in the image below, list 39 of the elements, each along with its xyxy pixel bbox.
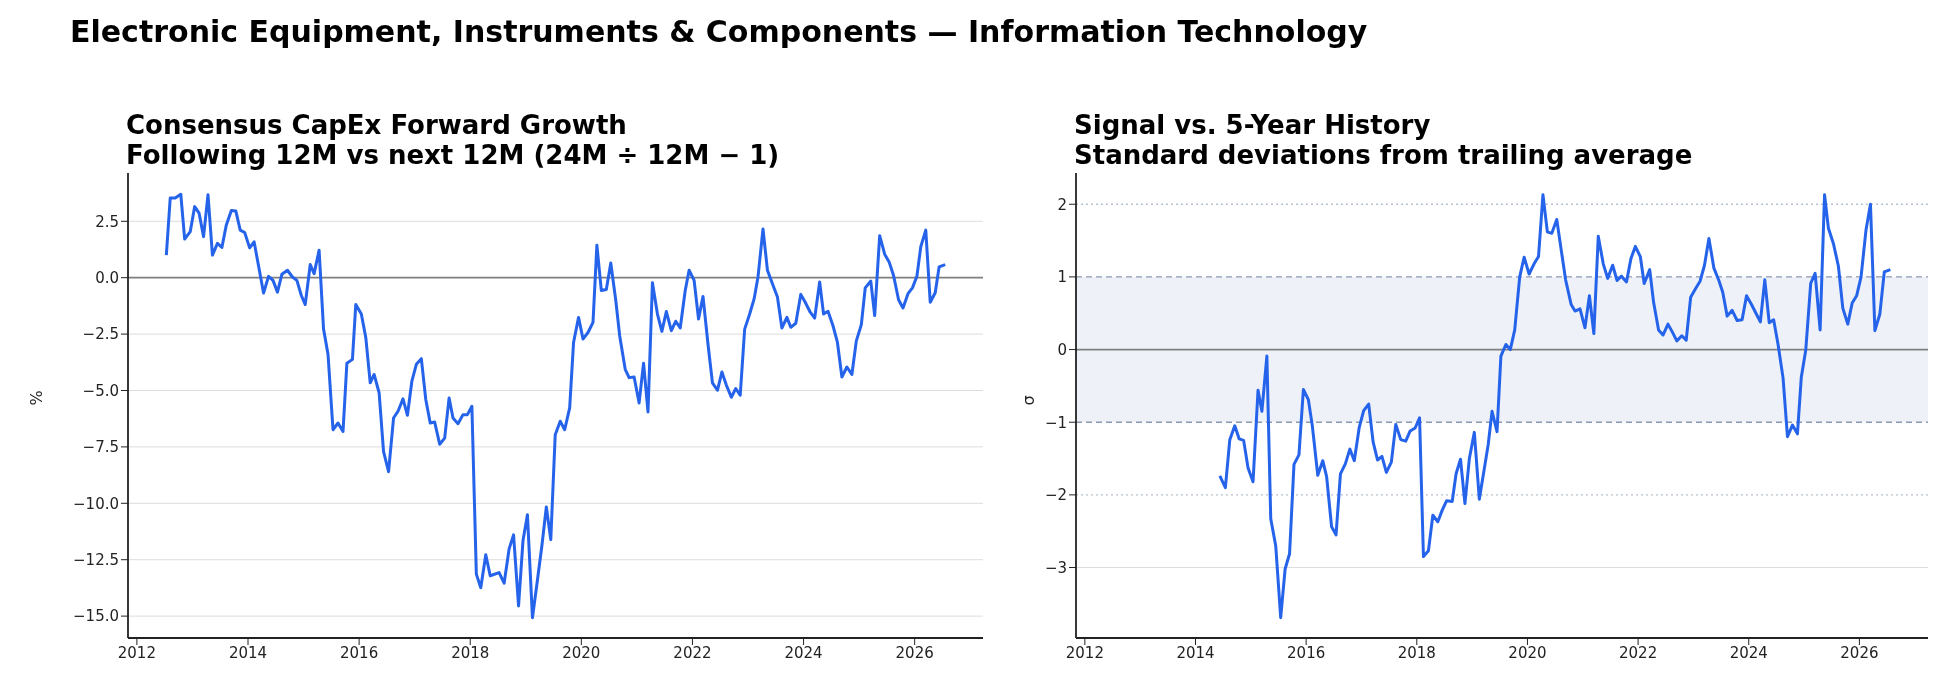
x-tick-label: 2022 <box>673 643 712 662</box>
y-tick-label: −10.0 <box>73 494 119 513</box>
y-tick-label: −7.5 <box>82 438 119 457</box>
x-tick-label: 2018 <box>451 643 490 662</box>
line-series <box>164 192 947 620</box>
y-tick-label: −3 <box>1044 558 1067 577</box>
x-tick-label: 2012 <box>1065 643 1104 662</box>
x-tick-label: 2016 <box>340 643 379 662</box>
chart-subtitle: Standard deviations from trailing average <box>1074 140 1693 170</box>
y-axis-title: % <box>26 390 46 406</box>
x-tick-label: 2014 <box>1176 643 1215 662</box>
y-tick-label: 0 <box>1057 340 1067 359</box>
x-tick-label: 2012 <box>117 643 156 662</box>
y-tick-label: −1 <box>1044 413 1067 432</box>
y-tick-label: 2.5 <box>95 212 119 231</box>
y-tick-label: −2.5 <box>82 325 119 344</box>
y-tick-label: 1 <box>1057 268 1067 287</box>
x-tick-label: 2014 <box>228 643 268 662</box>
x-tick-label: 2020 <box>562 643 601 662</box>
x-tick-label: 2026 <box>895 643 934 662</box>
y-tick-label: −12.5 <box>73 551 119 570</box>
line-series <box>1218 193 1892 620</box>
chart-title: Signal vs. 5-Year History <box>1074 110 1432 140</box>
y-tick-label: −15.0 <box>73 607 119 626</box>
chart-title: Consensus CapEx Forward Growth <box>126 110 628 140</box>
y-tick-label: 0.0 <box>95 269 119 288</box>
x-tick-label: 2018 <box>1397 643 1436 662</box>
chart-subtitle: Following 12M vs next 12M (24M ÷ 12M − 1) <box>126 140 780 170</box>
x-tick-label: 2026 <box>1840 643 1879 662</box>
y-tick-label: −5.0 <box>82 381 119 400</box>
x-tick-label: 2022 <box>1619 643 1658 662</box>
y-tick-label: −2 <box>1044 486 1067 505</box>
text: Electronic Equipment, Instruments & Components — Information Technology <box>70 14 1368 49</box>
y-axis-title: σ <box>1018 395 1038 406</box>
x-tick-label: 2024 <box>1729 643 1768 662</box>
y-tick-label: 2 <box>1057 195 1067 214</box>
x-tick-label: 2020 <box>1508 643 1547 662</box>
x-tick-label: 2016 <box>1287 643 1326 662</box>
x-tick-label: 2024 <box>784 643 823 662</box>
